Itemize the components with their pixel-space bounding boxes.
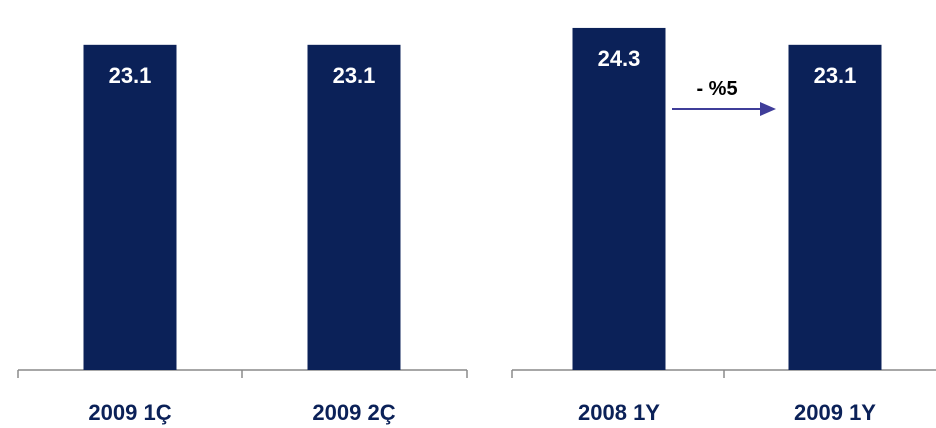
change-label: - %5 [696, 78, 737, 100]
bar [788, 44, 882, 370]
category-label: 2009 2Ç [312, 400, 395, 425]
change-arrow-head-icon [760, 102, 776, 116]
bar-value-label: 23.1 [814, 63, 857, 88]
chart-panel-halfyears: 24.3 2008 1Y 23.1 2009 1Y [511, 27, 936, 425]
change-annotation: - %5 [672, 78, 776, 116]
chart-panel-quarters: 23.1 2009 1Ç 23.1 2009 2Ç [17, 44, 468, 425]
bar [572, 27, 666, 371]
bar-value-label: 23.1 [109, 63, 152, 88]
bar [83, 44, 177, 370]
category-label: 2009 1Y [794, 400, 876, 425]
category-label: 2008 1Y [578, 400, 660, 425]
category-label: 2009 1Ç [88, 400, 171, 425]
bar-value-label: 24.3 [598, 46, 641, 71]
bar-value-label: 23.1 [333, 63, 376, 88]
bar [307, 44, 401, 370]
